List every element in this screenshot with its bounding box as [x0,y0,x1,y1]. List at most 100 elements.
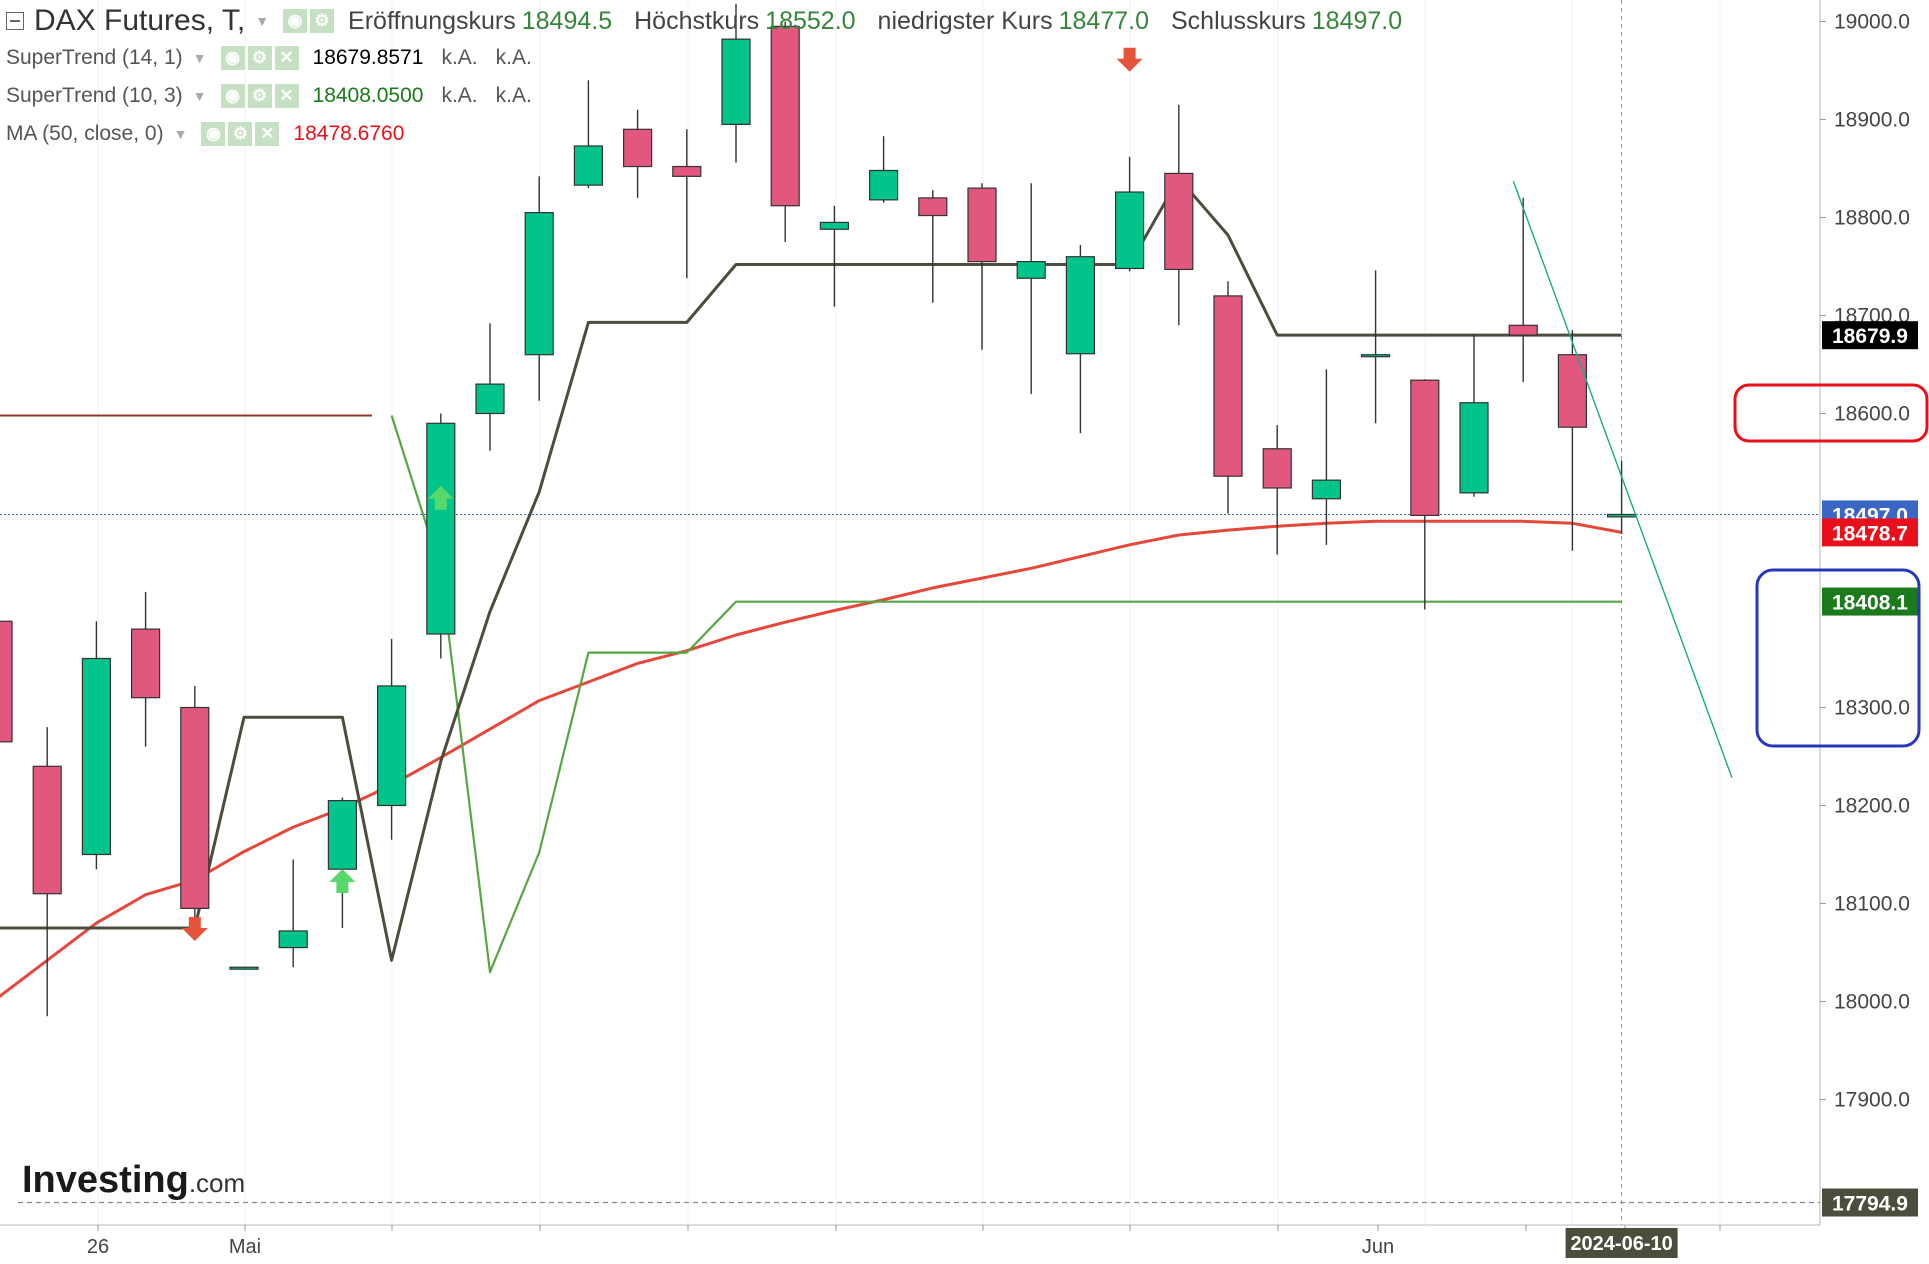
chevron-down-icon[interactable]: ▼ [192,88,207,104]
candle [32,727,62,1017]
price-tag-bg [1822,587,1918,616]
open-label: Eröffnungskurs [348,6,516,35]
candle [819,205,850,307]
indicator-row-supertrend-14-1: SuperTrend (14, 1) ▼ ◉ ⚙ ✕ 18679.8571 k.… [6,44,550,72]
candle [770,21,800,242]
candle-body [672,165,702,177]
candle [967,183,997,350]
eye-icon[interactable]: ◉ [283,9,308,33]
logo-suffix: .com [189,1168,245,1198]
candle [1410,379,1440,610]
candle-body [278,930,308,949]
eye-icon[interactable]: ◉ [220,46,245,70]
chart-legend: DAX Futures, T, ▼ ◉ ⚙ Eröffnungskurs 184… [0,0,1820,150]
candle [1114,156,1145,272]
y-tick-label: 18800.0 [1834,207,1910,230]
candle-body [573,145,604,186]
gear-icon[interactable]: ⚙ [228,122,253,146]
candle-body [229,966,259,970]
date-tag: 2024-06-10 [1565,1228,1678,1258]
open-value: 18494.5 [521,6,613,35]
price-tag: 18408.1 [1822,587,1918,616]
chevron-down-icon[interactable]: ▼ [173,126,188,142]
candles-group [0,3,1637,1017]
candle-body [918,197,948,217]
candle [1606,460,1637,535]
y-tick-label: 19000.0 [1834,11,1910,34]
gear-icon[interactable]: ⚙ [247,46,272,70]
supertrend-10-3-line [390,415,1622,974]
candle-body [1164,172,1194,271]
collapse-toggle[interactable] [6,12,24,30]
candle [622,109,653,198]
y-tick-label: 17900.0 [1834,1089,1910,1112]
candle [1311,369,1342,545]
price-tag-bg [1822,518,1918,547]
investing-logo: Investing.com [22,1159,245,1201]
y-tick-label: 18900.0 [1834,109,1910,132]
candle-body [1360,354,1391,358]
price-tag: 17794.9 [1822,1188,1918,1217]
close-icon[interactable]: ✕ [274,84,299,108]
candle [180,685,210,928]
candle-body [770,25,800,207]
x-tick-label: 26 [87,1236,109,1258]
candle [377,638,407,840]
close-icon[interactable]: ✕ [274,46,299,70]
eye-icon[interactable]: ◉ [220,84,245,108]
indicator-na: k.A. [441,46,478,69]
candle-body [819,221,850,230]
candle-body [1606,513,1637,518]
high-value: 18552.0 [765,6,856,35]
chevron-down-icon[interactable]: ▼ [255,13,270,29]
indicator-name: SuperTrend (10, 3) [6,84,183,107]
indicator-na: k.A. [495,84,532,107]
candle-body [426,422,456,635]
chevron-down-icon[interactable]: ▼ [192,50,207,66]
candle [918,190,948,303]
x-tick-label: Mai [229,1236,261,1258]
gear-icon[interactable]: ⚙ [247,84,272,108]
instrument-icons: ◉ ⚙ [283,9,335,33]
candle [1459,334,1489,497]
candle [475,323,505,451]
candle-body [622,128,653,168]
buy-arrow-icon [329,868,356,893]
close-label: Schlusskurs [1171,6,1306,35]
candle-body [131,628,161,699]
low-label: niedrigster Kurs [877,6,1053,35]
indicator-na: k.A. [495,46,532,69]
instrument-title: DAX Futures, T, [34,4,246,37]
candle [1360,270,1391,424]
annotation-box-blue [1755,568,1921,748]
indicator-value: 18408.0500 [312,84,424,107]
indicator-row-ma-50: MA (50, close, 0) ▼ ◉ ⚙ ✕ 18478.6760 [6,120,422,148]
candle [868,136,899,203]
indicator-row-supertrend-10-3: SuperTrend (10, 3) ▼ ◉ ⚙ ✕ 18408.0500 k.… [6,82,550,110]
price-tag-label: 18408.1 [1832,592,1908,615]
price-tag-label: 18478.7 [1832,522,1908,545]
indicator-icons: ◉ ⚙ ✕ [220,46,299,70]
candle-body [1311,479,1342,500]
price-tag: 18679.9 [1822,321,1918,350]
candle-body [967,187,997,263]
date-tag-label: 2024-06-10 [1570,1233,1672,1255]
price-tag-label: 17794.9 [1832,1192,1908,1215]
candle-body [524,212,554,356]
indicator-value: 18478.6760 [293,122,405,145]
gear-icon[interactable]: ⚙ [310,9,335,33]
candle-body [1459,402,1489,494]
candle-body [180,706,210,909]
indicator-name: SuperTrend (14, 1) [6,46,183,69]
candle-body [1262,448,1292,489]
candle [524,176,554,401]
candle-body [1016,261,1046,279]
candle-body [868,169,899,201]
candle-body [327,799,357,870]
close-value: 18497.0 [1311,6,1403,35]
eye-icon[interactable]: ◉ [201,122,226,146]
close-icon[interactable]: ✕ [255,122,280,146]
annotation-box-red [1733,383,1929,443]
sell-arrow-icon [1116,47,1143,72]
